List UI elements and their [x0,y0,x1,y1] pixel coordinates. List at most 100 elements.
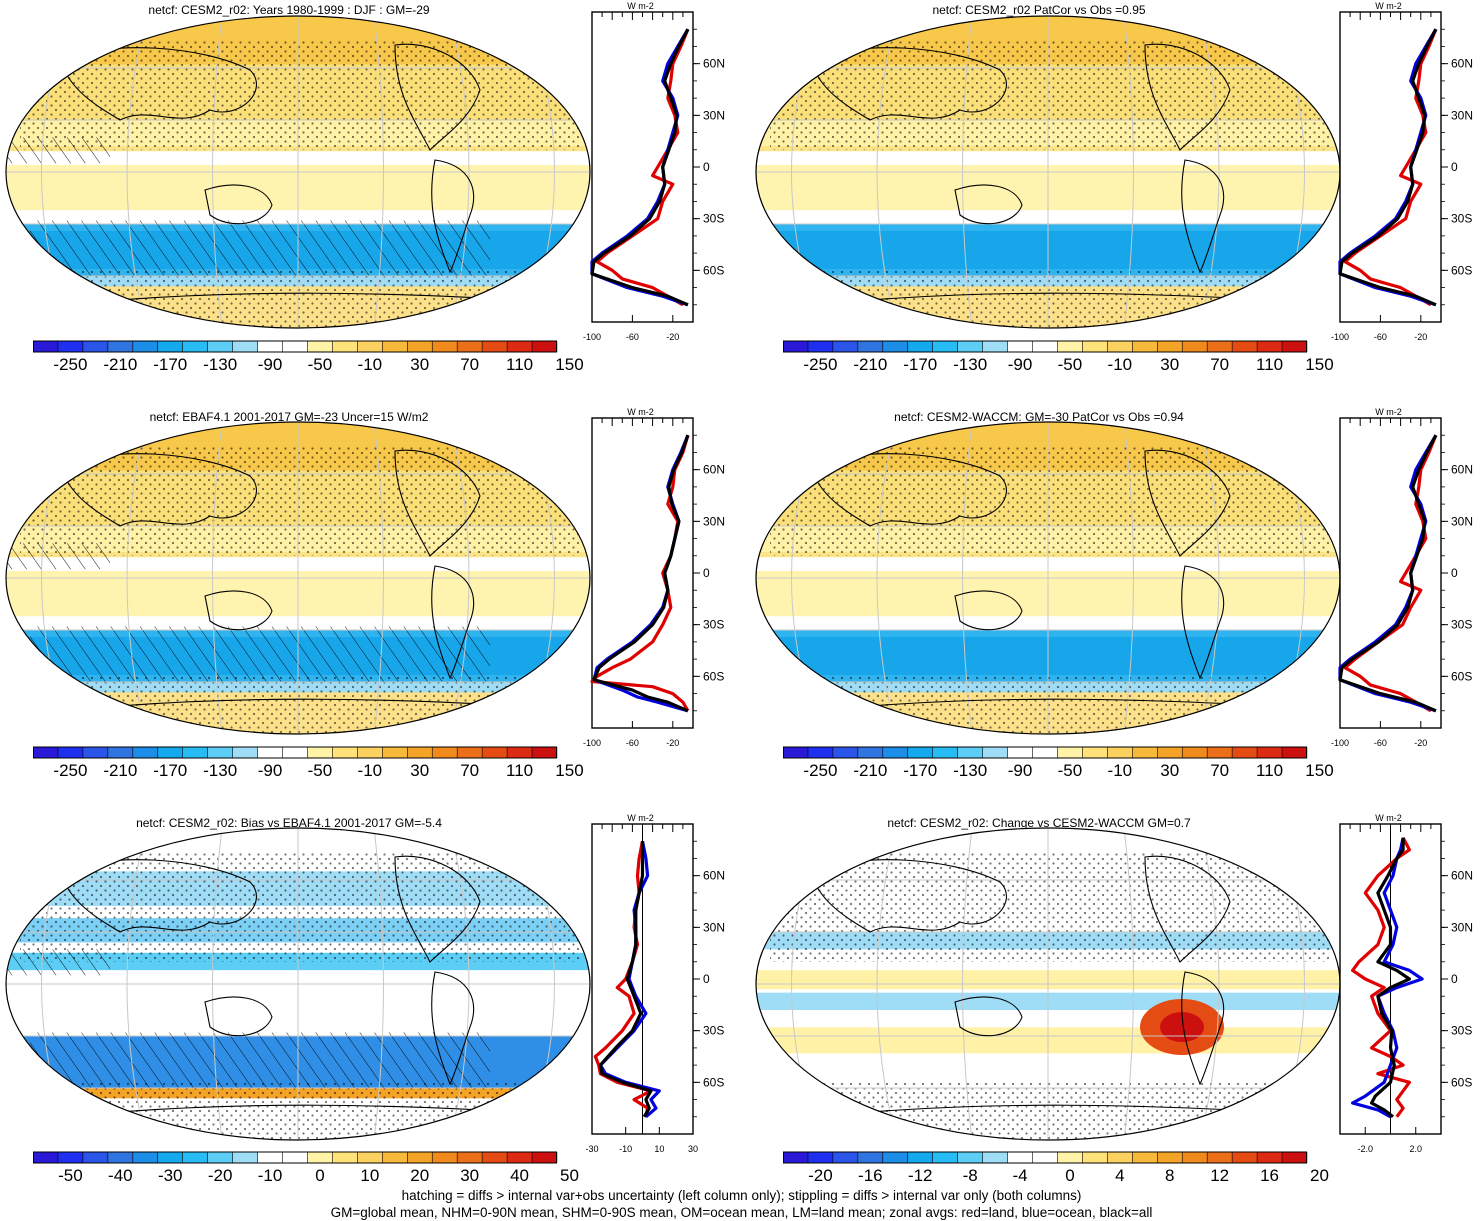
colorbar-5 [33,1151,558,1164]
colorbar-swatch [832,1152,859,1163]
map-coastline [809,453,1007,527]
colorbar-swatch [307,341,333,352]
colorbar-swatch [507,1152,533,1163]
colorbar-tick-label: 12 [1210,1166,1230,1185]
zonal-y-label: 60N [1451,869,1473,883]
map-hatching [6,137,110,164]
zonal-unit-label: W m-2 [1375,407,1402,417]
colorbar-swatch [1182,1152,1208,1163]
colorbar-swatch [1282,1152,1308,1163]
map-border [5,421,591,735]
colorbar-tick-label: -10 [357,761,383,780]
graticule-lon [962,422,973,734]
colorbar-swatch [207,747,233,758]
zonal-y-label: 60N [1451,463,1473,477]
colorbar-swatch [807,341,834,352]
graticule-lon [1199,16,1220,328]
zonal-y-label: 60S [703,669,724,683]
colorbar-tick-label: -90 [1007,761,1033,780]
zonal-y-label: 60N [1451,57,1473,71]
map-band-subtrop-s [756,616,1340,630]
colorbar-swatches [33,1152,558,1163]
colorbar-tick-label: 30 [410,761,430,780]
colorbar-swatch [1082,341,1108,352]
zonal-y-label: 30S [1451,212,1472,226]
colorbar-swatch [957,747,983,758]
zonal-y-label: 30S [703,212,724,226]
map-hatching [30,626,490,682]
map-border [5,827,591,1141]
colorbar-swatch [532,1152,558,1163]
colorbar-swatch [232,341,258,352]
map-band-southern-core [756,636,1340,676]
colorbar-swatch [332,747,358,758]
map-field [756,828,1340,1140]
colorbar-swatches [33,341,558,352]
zonal-plot-5: W m-2 60N 30N 0 30S 60S -30 -10 10 30 [585,813,725,1154]
colorbar-tick-label: -20 [207,1166,233,1185]
colorbar-swatch [207,341,233,352]
colorbar-swatch [807,747,834,758]
colorbar-tick-label: 30 [1160,355,1180,374]
colorbar-tick-label: 70 [460,355,480,374]
colorbar-tick-label: -50 [1057,761,1083,780]
colorbar-swatches [783,1152,1308,1163]
colorbar-swatch [857,747,884,758]
colorbar-tick-label: -170 [903,761,938,780]
colorbar-swatch [1282,341,1308,352]
graticule-lon [449,422,470,734]
colorbar-swatch [382,747,408,758]
zonal-line-all [598,841,653,1118]
colorbar-frame [783,340,1307,353]
zonal-y-label: 30S [703,1024,724,1038]
zonal-y-label: 0 [1451,972,1458,986]
colorbar-swatch [1207,1152,1233,1163]
colorbar-swatch [1082,747,1108,758]
colorbar-6 [783,1151,1308,1164]
colorbar-swatch [1257,1152,1283,1163]
colorbar-swatch [1057,341,1083,352]
zonal-unit-label: W m-2 [627,813,654,823]
colorbar-swatch [882,341,909,352]
map-field [756,422,1340,734]
zonal-frame [591,11,694,323]
colorbar-1 [33,340,558,353]
colorbar-swatch [57,747,84,758]
map-hatching [6,543,110,570]
colorbar-4 [783,746,1308,759]
colorbar-frame [33,746,557,759]
colorbar-swatch [357,341,383,352]
zonal-frame [1339,417,1442,729]
colorbar-swatch [132,747,159,758]
zonal-y-label: 30N [703,920,725,934]
zonal-unit-label: W m-2 [1375,1,1402,11]
map-coastline [119,698,521,707]
zonal-x-label: 10 [654,1144,664,1154]
map-coastline [809,859,1007,933]
colorbar-swatch [33,1152,59,1163]
zonal-y-label: 30N [1451,108,1473,122]
map-field [756,16,1340,328]
colorbar-tick-label: -30 [157,1166,183,1185]
zonal-y-label: 0 [703,160,710,174]
graticule-lon [1123,422,1134,734]
graticule-lon [876,16,897,328]
map-field [6,16,590,328]
colorbar-swatch [432,1152,458,1163]
zonal-x-label: -2.0 [1357,1144,1373,1154]
zonal-x-label: -100 [583,332,601,342]
map-coastline [1181,971,1225,1086]
colorbar-swatch [1057,1152,1083,1163]
colorbar-swatches [33,747,558,758]
colorbar-swatch [1107,1152,1133,1163]
colorbar-swatch [907,341,934,352]
colorbar-swatch [57,341,84,352]
colorbar-swatch [357,1152,383,1163]
graticule-lon [962,16,973,328]
colorbar-swatch [507,341,533,352]
graticule-lon [126,422,147,734]
colorbar-swatch [932,747,958,758]
map-hatching [6,949,110,976]
colorbar-swatch [1082,1152,1108,1163]
colorbar-tick-label: -130 [203,355,238,374]
